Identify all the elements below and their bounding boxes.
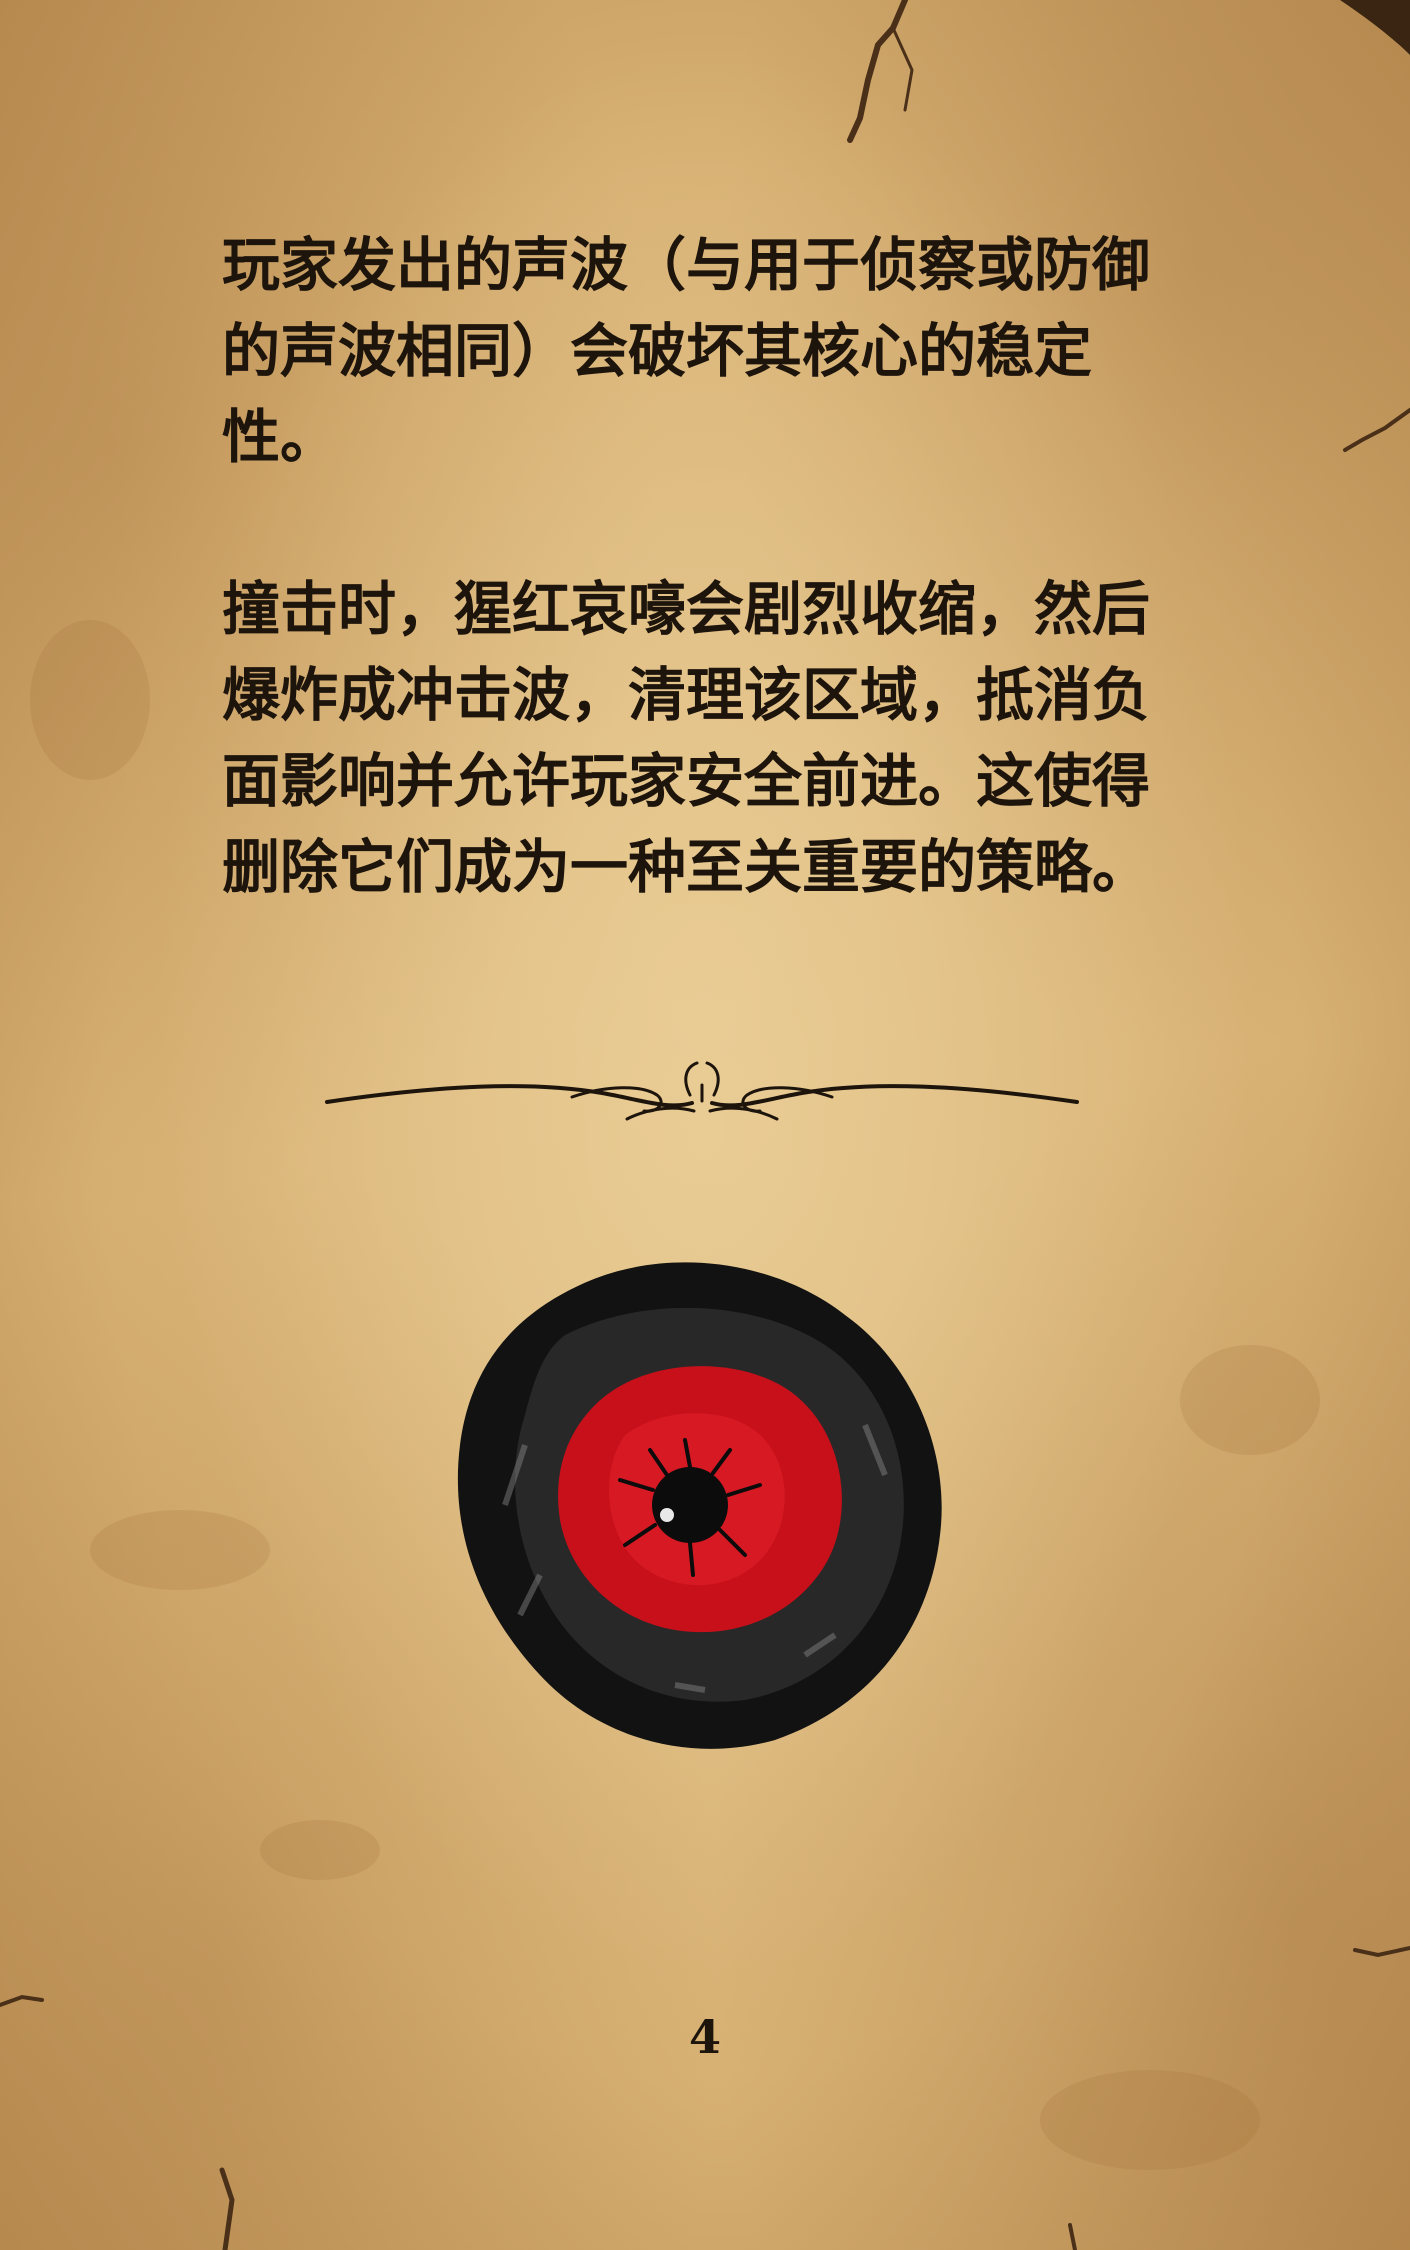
- paper-curl-corner: [1340, 0, 1410, 55]
- core-pupil: [652, 1467, 728, 1543]
- paper-crack-right: [1343, 408, 1410, 452]
- paper-crack-left: [0, 1994, 44, 2007]
- paper-crack-top: [847, 0, 908, 143]
- paper-crack-right-low: [1353, 1946, 1410, 1958]
- paragraph-1: 玩家发出的声波（与用于侦察或防御的声波相同）会破坏其核心的稳定性。: [222, 231, 1151, 471]
- ornamental-divider: [325, 1061, 1079, 1121]
- paragraph-2: 撞击时，猩红哀嚎会剧烈收缩，然后爆炸成冲击波，清理该区域，抵消负面影响并允许玩家…: [222, 575, 1151, 901]
- paper-crack-bottom-right: [1068, 2223, 1077, 2250]
- paper-crack-bottom-left: [219, 2167, 235, 2250]
- scarlet-wail-orb-illustration: [457, 1262, 942, 1749]
- page-number: 4: [688, 2010, 721, 2064]
- body-text: 玩家发出的声波（与用于侦察或防御的声波相同）会破坏其核心的稳定性。 撞击时，猩红…: [222, 222, 1182, 910]
